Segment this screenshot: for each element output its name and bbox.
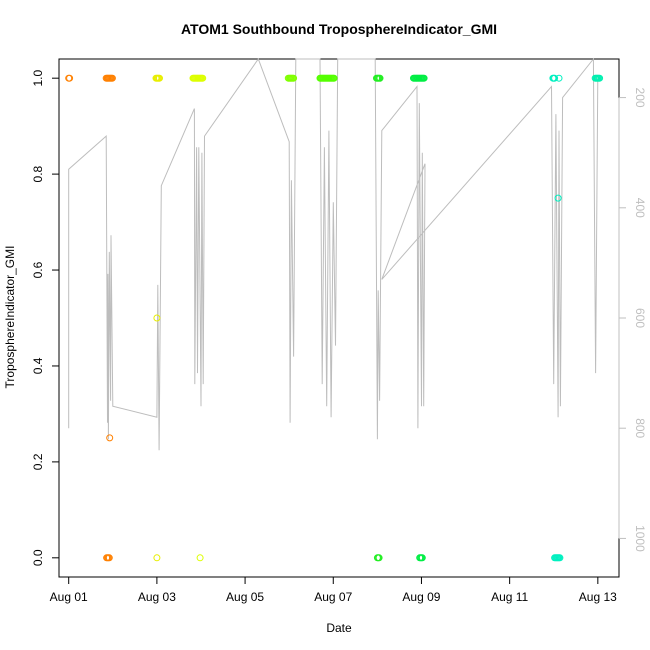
series-5	[373, 74, 384, 562]
y-tick-label: 0.8	[31, 165, 45, 182]
right-tick-label: 400	[633, 198, 647, 218]
data-point	[596, 74, 604, 82]
data-point	[66, 74, 74, 82]
x-tick-label: Aug 13	[579, 590, 617, 604]
data-point	[551, 74, 559, 82]
x-tick-label: Aug 11	[491, 590, 528, 604]
series-2	[189, 74, 207, 562]
data-point	[330, 74, 338, 82]
series-4	[316, 74, 338, 82]
series-0	[65, 74, 116, 562]
right-tick-label: 800	[633, 418, 647, 438]
y-tick-label: 1.0	[31, 70, 45, 87]
right-tick-label: 600	[633, 308, 647, 328]
y-tick-label: 0.2	[31, 453, 45, 470]
data-point	[108, 74, 116, 82]
series-3	[284, 74, 298, 82]
data-point	[376, 74, 384, 82]
data-point	[290, 74, 298, 82]
series-7	[549, 74, 564, 562]
data-point	[106, 434, 114, 442]
data-point	[555, 74, 563, 82]
pressure-trace	[68, 57, 599, 451]
data-point	[153, 314, 161, 322]
data-point	[554, 194, 562, 202]
x-tick-label: Aug 05	[226, 590, 264, 604]
x-tick-label: Aug 01	[50, 590, 88, 604]
data-point	[556, 554, 564, 562]
y-tick-label: 0.4	[31, 357, 45, 374]
data-point	[153, 554, 161, 562]
x-tick-label: Aug 07	[314, 590, 352, 604]
x-axis-label: Date	[326, 621, 352, 635]
x-axis: Aug 01 Aug 03 Aug 05 Aug 07 Aug 09 Aug 11 Aug …	[50, 576, 617, 604]
series-1	[152, 74, 163, 562]
right-tick-label: 200	[633, 88, 647, 108]
data-point	[418, 554, 426, 562]
data-point	[199, 74, 207, 82]
y-axis: 0.0 0.2 0.4 0.6 0.8 1.0	[31, 70, 60, 566]
y-axis-label: TroposphereIndicator_GMI	[3, 246, 17, 389]
y-tick-label: 0.0	[31, 549, 45, 566]
right-tick-label: 1000	[633, 525, 647, 552]
right-axis: 200 400 600 800 1000	[618, 88, 647, 552]
plot-frame	[58, 58, 620, 578]
series-8	[591, 74, 604, 82]
x-tick-label: Aug 03	[138, 590, 176, 604]
trace-line	[68, 57, 599, 451]
chart-title: ATOM1 Southbound TroposphereIndicator_GM…	[181, 21, 497, 37]
x-tick-label: Aug 09	[402, 590, 440, 604]
series-6	[410, 74, 428, 562]
y-tick-label: 0.6	[31, 261, 45, 278]
data-point	[156, 74, 163, 82]
data-point	[105, 554, 113, 562]
data-point	[420, 74, 428, 82]
data-point	[196, 554, 204, 562]
data-points	[65, 74, 604, 562]
data-point	[375, 554, 383, 562]
